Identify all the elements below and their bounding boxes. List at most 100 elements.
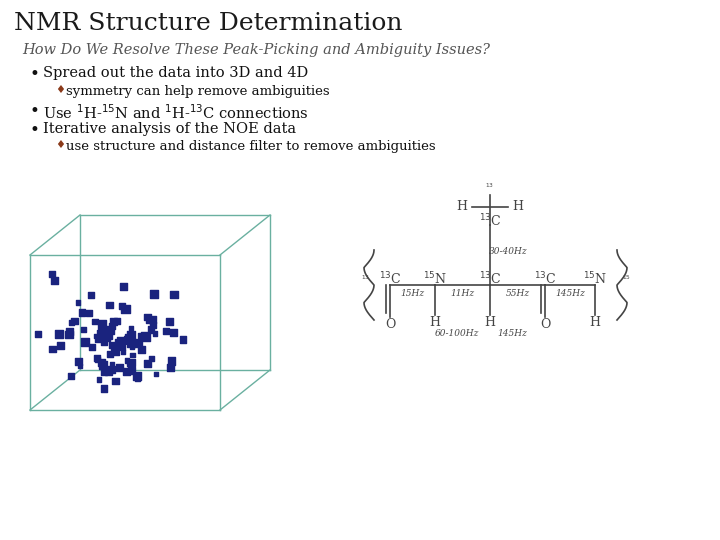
Text: $^{15}$N: $^{15}$N bbox=[583, 271, 607, 287]
Point bbox=[104, 349, 115, 358]
Point bbox=[125, 330, 137, 339]
Point bbox=[66, 372, 77, 380]
Text: $^{13}$: $^{13}$ bbox=[485, 183, 495, 191]
Point bbox=[106, 341, 117, 349]
Point bbox=[168, 290, 179, 299]
Text: Spread out the data into 3D and 4D: Spread out the data into 3D and 4D bbox=[43, 66, 308, 80]
Point bbox=[117, 348, 129, 356]
Point bbox=[54, 329, 66, 338]
Text: 55Hz: 55Hz bbox=[505, 288, 530, 298]
Point bbox=[126, 358, 138, 367]
Point bbox=[148, 290, 160, 299]
Point bbox=[92, 355, 104, 364]
Point bbox=[96, 325, 108, 334]
Point bbox=[104, 325, 115, 334]
Point bbox=[83, 308, 94, 317]
Text: O: O bbox=[384, 319, 395, 332]
Point bbox=[96, 319, 108, 328]
Point bbox=[150, 369, 161, 378]
Point bbox=[68, 316, 80, 325]
Point bbox=[164, 317, 176, 326]
Point bbox=[125, 339, 137, 347]
Text: •: • bbox=[30, 103, 40, 120]
Point bbox=[118, 282, 130, 291]
Point bbox=[98, 338, 109, 346]
Point bbox=[86, 342, 98, 351]
Point bbox=[177, 335, 189, 344]
Point bbox=[121, 356, 132, 365]
Point bbox=[122, 335, 134, 344]
Point bbox=[55, 342, 66, 350]
Point bbox=[149, 329, 161, 338]
Point bbox=[96, 358, 107, 367]
Text: 11Hz: 11Hz bbox=[451, 288, 474, 298]
Point bbox=[94, 334, 105, 343]
Text: 60-100Hz: 60-100Hz bbox=[435, 328, 480, 338]
Point bbox=[101, 333, 112, 341]
Text: $^{15}$: $^{15}$ bbox=[622, 276, 631, 284]
Point bbox=[101, 328, 112, 337]
Text: Use $^{1}$H-$^{15}$N and $^{1}$H-$^{13}$C connections: Use $^{1}$H-$^{15}$N and $^{1}$H-$^{13}$… bbox=[43, 103, 309, 122]
Point bbox=[124, 359, 135, 367]
Text: 30-40Hz: 30-40Hz bbox=[489, 246, 527, 255]
Point bbox=[142, 316, 153, 325]
Point bbox=[127, 351, 138, 360]
Point bbox=[161, 327, 172, 335]
Text: NMR Structure Determination: NMR Structure Determination bbox=[14, 12, 402, 35]
Text: How Do We Resolve These Peak-Picking and Ambiguity Issues?: How Do We Resolve These Peak-Picking and… bbox=[22, 43, 490, 57]
Point bbox=[106, 365, 117, 374]
Point bbox=[126, 343, 138, 352]
Point bbox=[75, 361, 86, 370]
Text: $^{13}$: $^{13}$ bbox=[361, 276, 370, 284]
Point bbox=[166, 357, 178, 366]
Text: H: H bbox=[513, 200, 523, 213]
Point bbox=[103, 368, 114, 376]
Point bbox=[98, 384, 109, 393]
Point bbox=[66, 318, 77, 327]
Text: 15Hz: 15Hz bbox=[400, 288, 425, 298]
Point bbox=[104, 301, 115, 309]
Point bbox=[139, 331, 150, 340]
Point bbox=[79, 338, 91, 346]
Text: •: • bbox=[30, 122, 40, 139]
Point bbox=[107, 359, 118, 368]
Point bbox=[48, 276, 60, 285]
Point bbox=[166, 357, 178, 366]
Point bbox=[63, 330, 75, 339]
Text: O: O bbox=[540, 319, 550, 332]
Text: H: H bbox=[485, 316, 495, 329]
Point bbox=[107, 321, 118, 330]
Text: H: H bbox=[430, 316, 441, 329]
Point bbox=[145, 325, 157, 334]
Point bbox=[76, 308, 88, 316]
Text: $^{13}$C: $^{13}$C bbox=[379, 271, 401, 287]
Point bbox=[98, 367, 109, 376]
Point bbox=[132, 374, 143, 383]
Point bbox=[78, 325, 89, 334]
Point bbox=[64, 327, 76, 336]
Text: •: • bbox=[30, 66, 40, 83]
Point bbox=[46, 269, 58, 278]
Point bbox=[135, 331, 146, 340]
Point bbox=[104, 332, 115, 341]
Point bbox=[72, 298, 84, 307]
Point bbox=[132, 339, 144, 347]
Point bbox=[106, 327, 117, 335]
Text: symmetry can help remove ambiguities: symmetry can help remove ambiguities bbox=[66, 85, 330, 98]
Point bbox=[73, 357, 84, 366]
Point bbox=[120, 305, 131, 313]
Point bbox=[142, 313, 153, 321]
Point bbox=[117, 343, 129, 352]
Point bbox=[140, 333, 152, 341]
Point bbox=[168, 328, 179, 337]
Point bbox=[136, 345, 148, 354]
Text: $^{13}$C: $^{13}$C bbox=[534, 271, 557, 287]
Point bbox=[117, 336, 128, 345]
Text: ♦: ♦ bbox=[55, 85, 65, 95]
Text: $^{15}$N: $^{15}$N bbox=[423, 271, 447, 287]
Point bbox=[95, 322, 107, 331]
Point bbox=[131, 372, 143, 381]
Point bbox=[142, 360, 153, 368]
Point bbox=[123, 333, 135, 342]
Point bbox=[112, 316, 123, 325]
